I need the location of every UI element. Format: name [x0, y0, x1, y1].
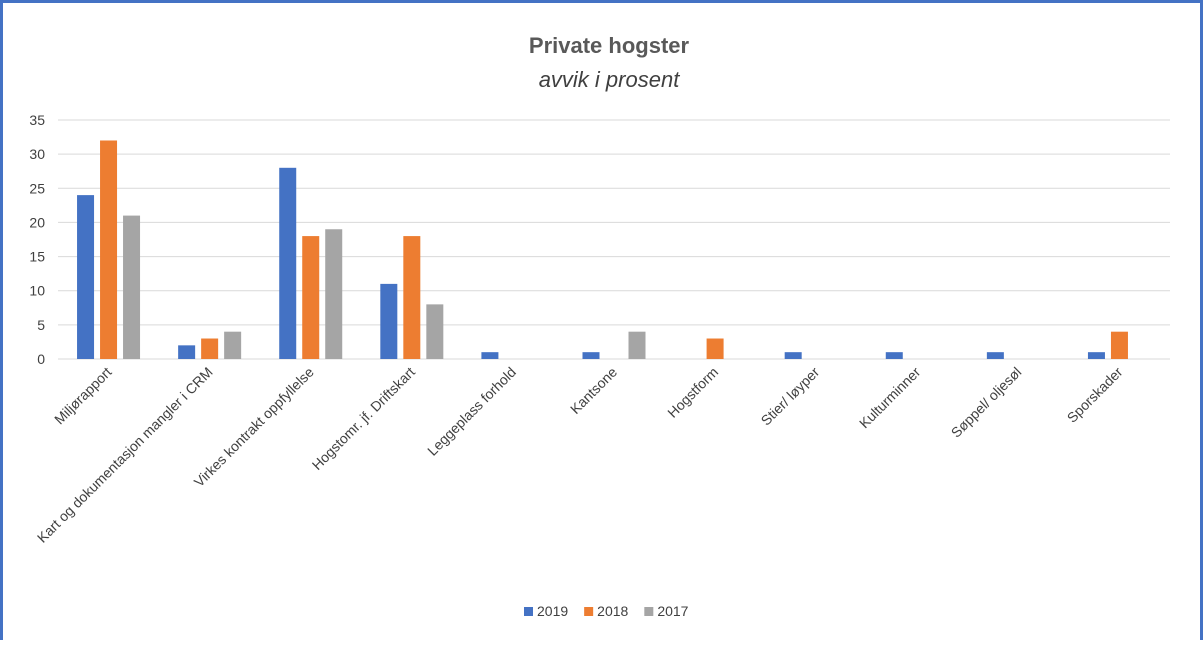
- bar-2017: [628, 331, 646, 359]
- x-tick-label: Kulturminner: [856, 364, 924, 432]
- x-tick-label: Stier/ løyper: [758, 364, 823, 429]
- bar-2019: [582, 352, 600, 359]
- bar-2019: [380, 283, 398, 359]
- bar-2017: [426, 304, 444, 359]
- bar-2017: [123, 215, 141, 359]
- bar-2019: [77, 195, 95, 359]
- bar-2019: [481, 352, 499, 359]
- legend-label: 2018: [597, 603, 628, 619]
- bar-chart: Private hogster avvik i prosent 0 5 10 15 20…: [29, 33, 1170, 619]
- x-tick-label: Sporskader: [1064, 364, 1126, 426]
- x-tick-label: Søppel/ oljesøl: [948, 364, 1025, 441]
- legend: 2019 2018 2017: [524, 603, 689, 619]
- x-tick-label: Miljørapport: [51, 364, 115, 428]
- chart-subtitle: avvik i prosent: [539, 67, 681, 92]
- x-tick-label: Leggeplass forhold: [424, 364, 519, 459]
- x-tick-label: Hogstomr. jf. Driftskart: [309, 364, 418, 473]
- y-tick-label: 0: [37, 351, 45, 367]
- y-tick-label: 30: [29, 146, 45, 162]
- y-axis-ticks: 0 5 10 15 20 25 30 35: [29, 112, 45, 367]
- legend-label: 2019: [537, 603, 568, 619]
- bar-2019: [1087, 352, 1105, 359]
- bar-2019: [986, 352, 1004, 359]
- bar-2019: [279, 167, 297, 359]
- x-tick-label: Kantsone: [567, 364, 620, 417]
- y-tick-label: 10: [29, 283, 45, 299]
- bar-2017: [224, 331, 242, 359]
- y-tick-label: 15: [29, 249, 45, 265]
- legend-swatch-2018: [584, 607, 594, 616]
- bar-2019: [784, 352, 802, 359]
- x-tick-label: Virkes kontrakt oppfyllelse: [191, 364, 317, 490]
- y-tick-label: 20: [29, 214, 45, 230]
- gridlines: [58, 119, 1170, 360]
- y-tick-label: 35: [29, 112, 45, 128]
- y-tick-label: 25: [29, 180, 45, 196]
- y-tick-label: 5: [37, 317, 45, 333]
- x-tick-label: Hogstform: [664, 364, 721, 421]
- bar-2018: [201, 338, 219, 359]
- bar-2018: [302, 236, 320, 359]
- bar-2018: [706, 338, 724, 359]
- bar-2018: [100, 140, 118, 359]
- bar-2019: [885, 352, 903, 359]
- x-tick-label: Kart og dokumentasjon mangler i CRM: [34, 364, 216, 546]
- legend-swatch-2017: [644, 607, 654, 616]
- legend-swatch-2019: [524, 607, 533, 616]
- bars: [77, 140, 1128, 359]
- bar-2019: [178, 345, 196, 359]
- chart-title: Private hogster: [529, 33, 690, 58]
- legend-label: 2017: [657, 603, 688, 619]
- bar-2018: [1110, 331, 1128, 359]
- bar-2017: [325, 229, 343, 359]
- bar-2018: [403, 236, 421, 359]
